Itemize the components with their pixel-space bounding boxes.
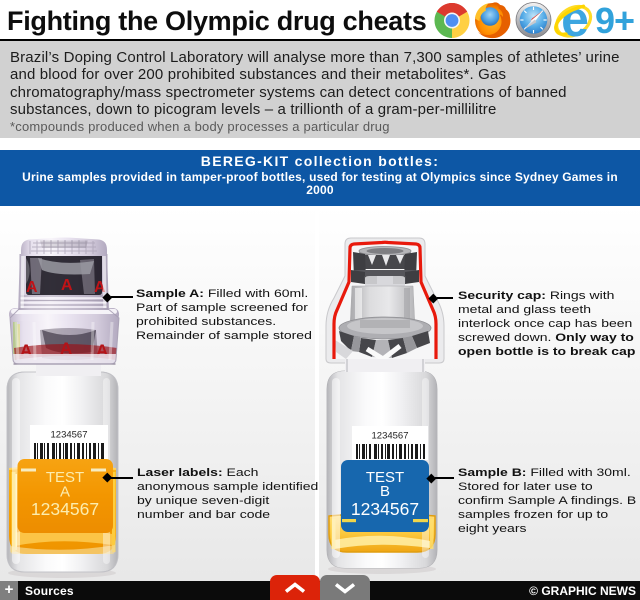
svg-text:A: A	[26, 279, 38, 296]
svg-text:1234567: 1234567	[351, 499, 419, 519]
svg-text:1234567: 1234567	[31, 499, 99, 519]
svg-text:A: A	[60, 484, 70, 501]
svg-text:1234567: 1234567	[51, 430, 88, 441]
svg-text:TEST: TEST	[46, 469, 84, 486]
svg-text:9+: 9+	[595, 1, 634, 41]
svg-text:A: A	[61, 277, 73, 294]
svg-text:A: A	[60, 339, 72, 358]
svg-text:B: B	[380, 483, 390, 500]
svg-text:TEST: TEST	[366, 469, 404, 486]
svg-text:1234567: 1234567	[372, 431, 409, 442]
